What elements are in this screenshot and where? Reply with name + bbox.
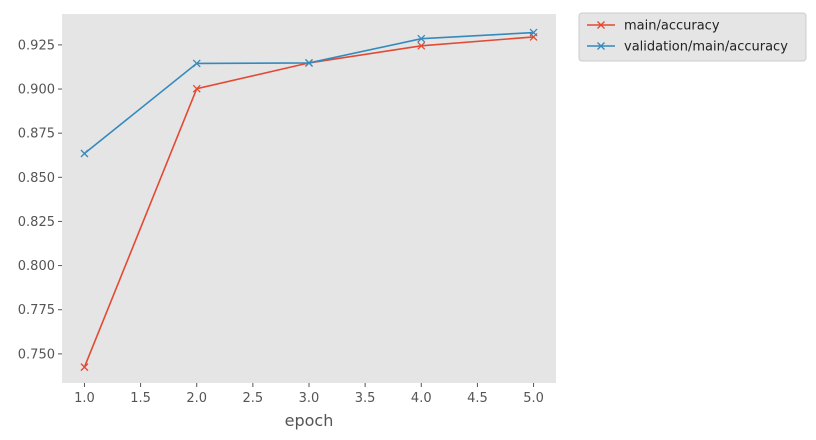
data-point xyxy=(192,59,201,68)
legend-box xyxy=(578,12,807,62)
legend-marker xyxy=(597,42,605,50)
data-point xyxy=(417,41,426,50)
series-1 xyxy=(80,28,538,158)
x-tick-label: 3.0 xyxy=(299,391,320,406)
legend-marker xyxy=(597,21,605,29)
legend-label: main/accuracy xyxy=(624,19,720,34)
y-tick-label: 0.925 xyxy=(18,38,55,53)
data-point xyxy=(417,34,426,43)
x-tick-label: 4.0 xyxy=(411,391,432,406)
x-tick-label: 5.0 xyxy=(523,391,544,406)
y-tick-label: 0.875 xyxy=(18,127,55,142)
legend: main/accuracy validation/main/accuracy xyxy=(578,12,807,62)
legend-item: validation/main/accuracy xyxy=(587,40,788,55)
plot-series xyxy=(80,28,538,372)
plot-background xyxy=(62,14,556,383)
x-tick-label: 2.5 xyxy=(243,391,264,406)
data-point xyxy=(192,84,201,93)
y-tick-label: 0.750 xyxy=(18,347,55,362)
y-axis: 0.750 0.775 0.800 0.825 0.850 0.875 0.900 0.925 xyxy=(18,38,62,362)
data-point xyxy=(80,149,89,158)
y-tick-label: 0.850 xyxy=(18,171,55,186)
x-axis-label: epoch xyxy=(285,411,334,430)
x-tick-label: 3.5 xyxy=(355,391,376,406)
data-point xyxy=(305,58,313,67)
x-tick-label: 1.5 xyxy=(130,391,151,406)
y-tick-label: 0.825 xyxy=(18,215,55,230)
data-point xyxy=(80,363,89,372)
y-tick-label: 0.775 xyxy=(18,303,55,318)
data-point xyxy=(529,28,538,37)
x-tick-label: 4.5 xyxy=(467,391,488,406)
y-tick-label: 0.800 xyxy=(18,259,55,274)
legend-label: validation/main/accuracy xyxy=(624,40,788,55)
x-axis: 1.0 1.5 2.0 2.5 3.0 3.5 4.0 4.5 5.0 xyxy=(74,383,544,406)
legend-item: main/accuracy xyxy=(587,19,720,34)
x-tick-label: 2.0 xyxy=(186,391,207,406)
x-tick-label: 1.0 xyxy=(74,391,95,406)
y-tick-label: 0.900 xyxy=(18,83,55,98)
